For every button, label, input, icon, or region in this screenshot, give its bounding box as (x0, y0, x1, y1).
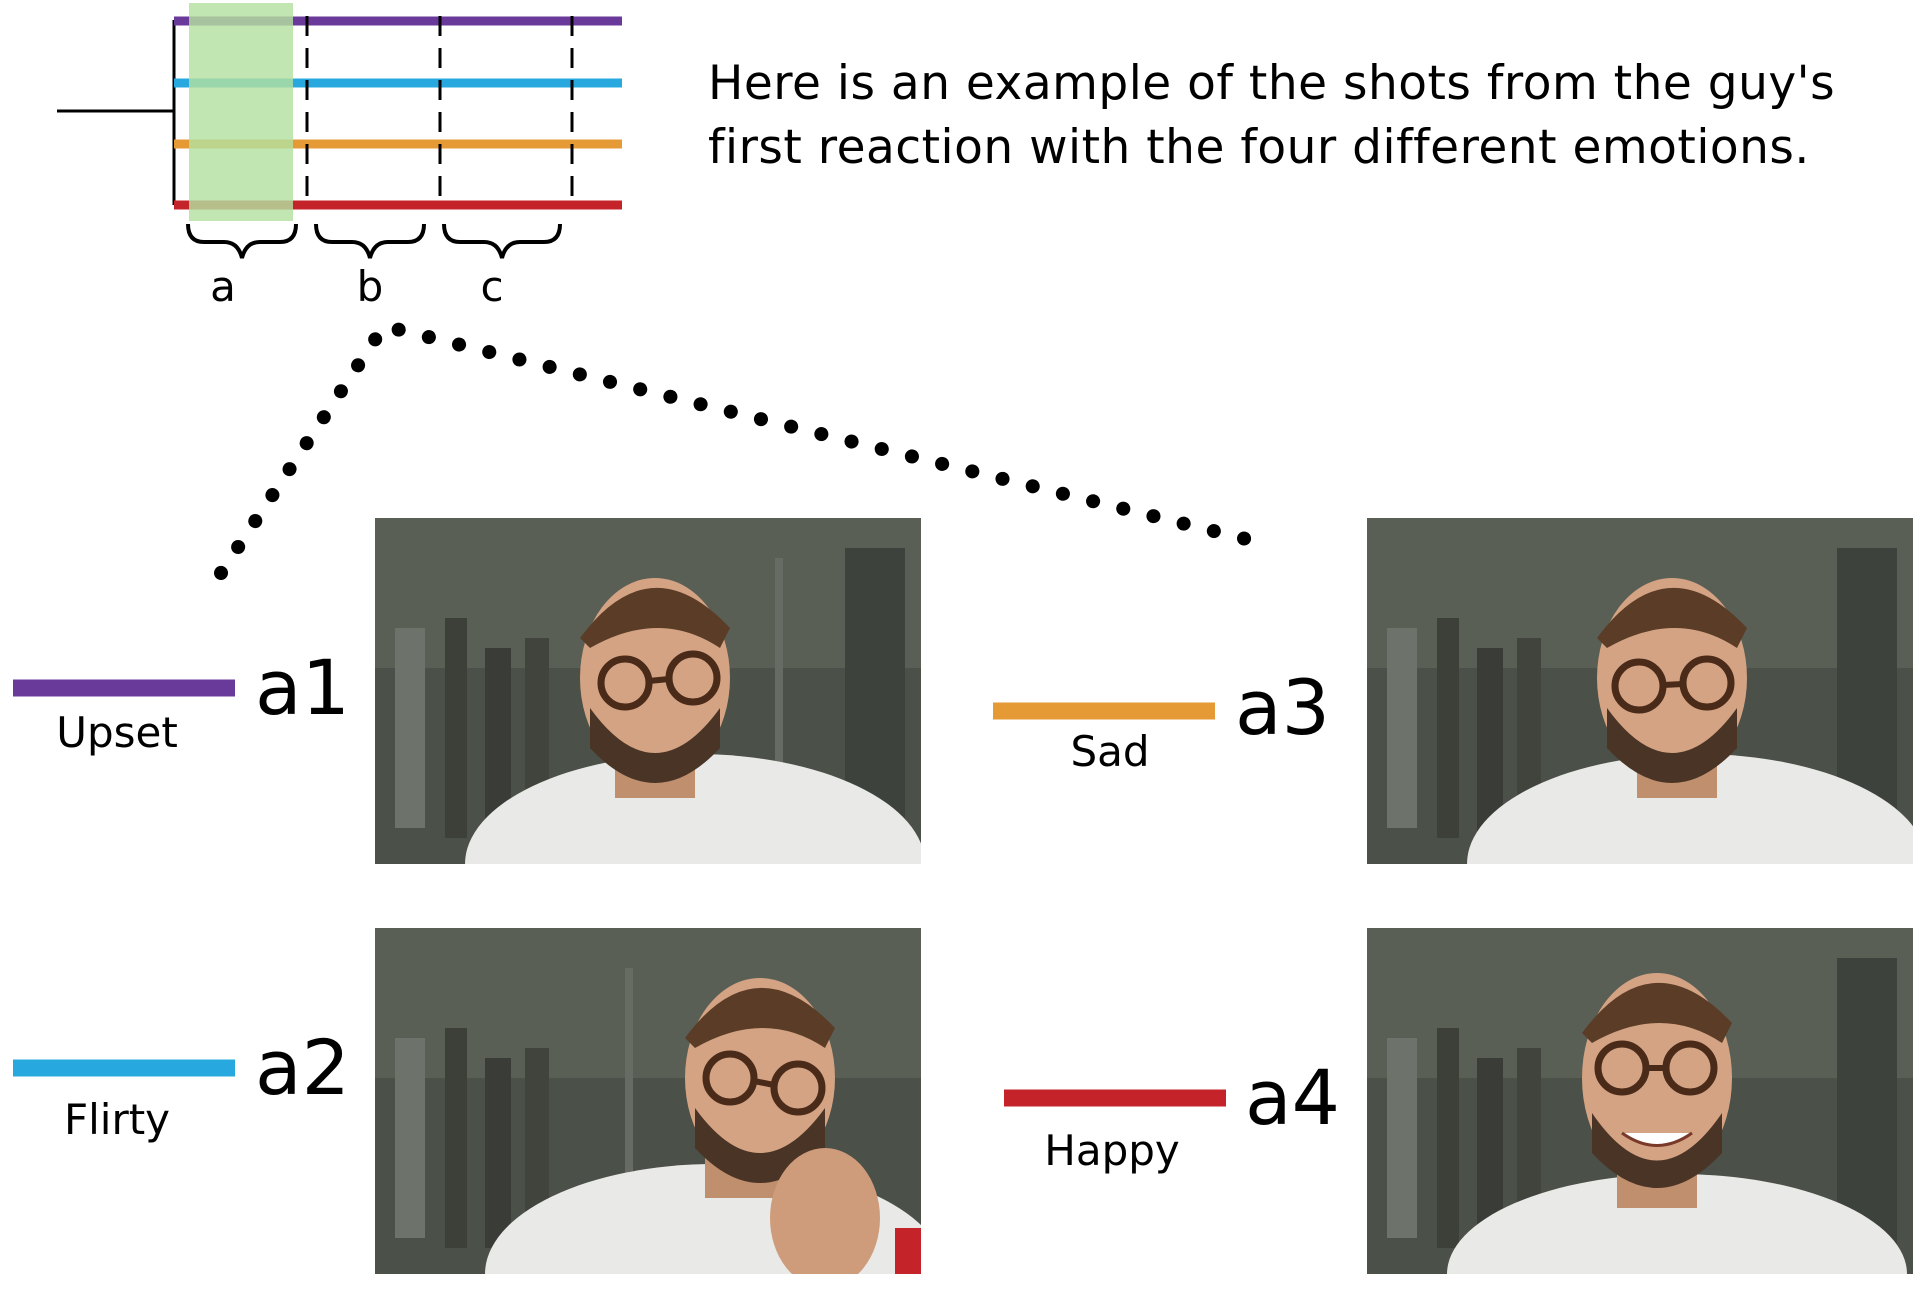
segment-c-brace (442, 223, 562, 259)
man-glasses-flirty-photo-icon (375, 928, 921, 1274)
man-glasses-upset-photo-icon (375, 518, 921, 864)
segment-a-highlight (189, 3, 293, 221)
segment-b-brace (314, 223, 426, 259)
caption-text: Here is an example of the shots from the… (708, 56, 1836, 175)
segment-label-a: a (210, 262, 236, 311)
shot-id-a4: a4 (1245, 1053, 1340, 1142)
dotted-connector (214, 318, 1257, 580)
emotion-label-upset: Upset (56, 708, 178, 757)
segment-label-c: c (480, 262, 504, 311)
shot-photo-a2 (375, 928, 921, 1274)
emotion-label-happy: Happy (1044, 1126, 1180, 1175)
shot-photo-a4 (1367, 928, 1913, 1274)
shot-id-a3: a3 (1235, 663, 1330, 752)
man-glasses-sad-photo-icon (1367, 518, 1913, 864)
shot-photo-a1 (375, 518, 921, 864)
emotion-label-sad: Sad (1070, 727, 1150, 776)
emotion-label-flirty: Flirty (63, 1095, 171, 1144)
shot-id-a2: a2 (255, 1023, 350, 1112)
shot-photo-a3 (1367, 518, 1913, 864)
segment-label-b: b (356, 262, 384, 311)
segment-a-brace (186, 223, 298, 259)
shot-id-a1: a1 (255, 643, 350, 732)
man-glasses-happy-photo-icon (1367, 928, 1913, 1274)
